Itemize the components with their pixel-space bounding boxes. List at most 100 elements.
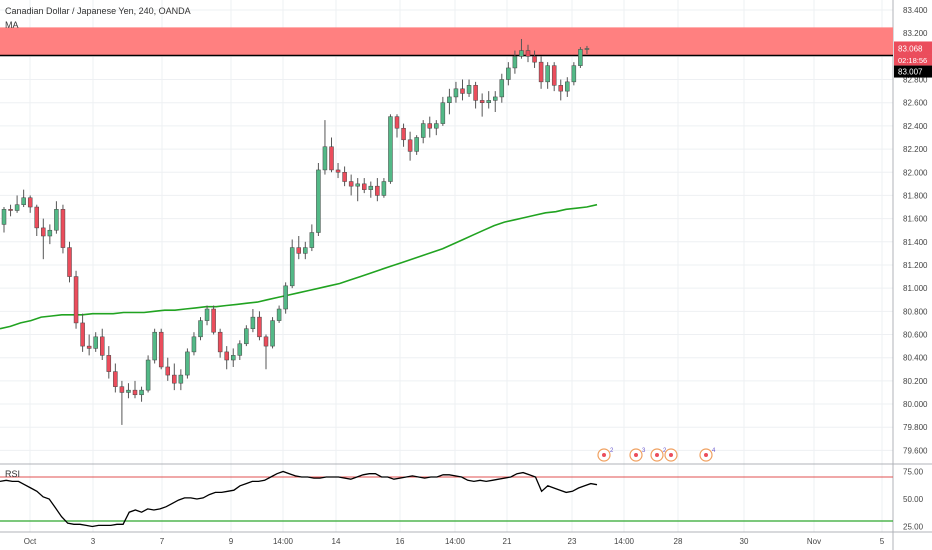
y-tick-label: 81.200 bbox=[903, 261, 928, 270]
candle bbox=[80, 313, 85, 352]
event-icon-dot bbox=[634, 453, 638, 457]
candle bbox=[499, 73, 505, 103]
candle bbox=[545, 62, 550, 89]
candle-body bbox=[414, 137, 419, 152]
candle bbox=[493, 91, 498, 112]
y-tick-label: 80.600 bbox=[903, 331, 928, 340]
candle-body bbox=[447, 96, 452, 103]
candle-body bbox=[375, 185, 380, 196]
candle-body bbox=[257, 316, 262, 338]
candle bbox=[86, 334, 92, 356]
candle-body bbox=[172, 374, 177, 384]
event-count: 4 bbox=[712, 448, 716, 454]
event-icon-dot bbox=[602, 453, 606, 457]
candle-body bbox=[237, 343, 243, 356]
x-tick-label: 23 bbox=[568, 537, 577, 546]
candles bbox=[1, 38, 590, 425]
y-tick-label: 81.600 bbox=[903, 215, 928, 224]
candle-body bbox=[93, 336, 98, 349]
candle bbox=[211, 305, 216, 335]
candle-body bbox=[532, 56, 537, 63]
candle bbox=[473, 81, 478, 109]
candle-body bbox=[368, 185, 374, 190]
candle bbox=[126, 383, 131, 399]
candle bbox=[519, 38, 524, 59]
candle bbox=[1, 207, 7, 233]
candle bbox=[329, 137, 334, 173]
resistance-zone bbox=[0, 27, 893, 57]
candle bbox=[388, 114, 393, 184]
x-tick-label: 30 bbox=[740, 537, 749, 546]
candle-body bbox=[309, 232, 315, 248]
rsi-line bbox=[0, 470, 598, 528]
x-tick-label: 14:00 bbox=[614, 537, 635, 546]
candle bbox=[8, 204, 13, 217]
candle bbox=[47, 224, 53, 245]
chart-title: Canadian Dollar / Japanese Yen, 240, OAN… bbox=[5, 6, 191, 16]
ma-series bbox=[0, 203, 598, 330]
y-tick-label: 80.200 bbox=[903, 377, 928, 386]
x-tick-label: 9 bbox=[229, 537, 234, 546]
candle-body bbox=[34, 206, 39, 229]
candle bbox=[21, 189, 26, 208]
x-tick-label: Oct bbox=[24, 537, 37, 546]
candle-body bbox=[100, 336, 105, 356]
y-tick-label: 83.200 bbox=[903, 29, 928, 38]
candle-body bbox=[244, 328, 249, 345]
x-tick-label: 5 bbox=[880, 537, 885, 546]
candle-body bbox=[145, 359, 151, 391]
current-price-label: 83.068 bbox=[898, 44, 923, 53]
candle bbox=[119, 380, 125, 425]
candle-body bbox=[224, 351, 229, 361]
candle bbox=[512, 50, 518, 74]
candle bbox=[368, 181, 374, 198]
candle bbox=[394, 114, 400, 138]
candle-body bbox=[47, 229, 53, 237]
candle-body bbox=[551, 65, 557, 86]
level-price-tag bbox=[894, 65, 932, 78]
candle-body bbox=[362, 183, 367, 190]
candle bbox=[263, 334, 269, 370]
candle bbox=[427, 116, 432, 138]
candle-body bbox=[434, 123, 439, 129]
rsi-tick-label: 75.00 bbox=[903, 468, 924, 477]
ma-indicator-label[interactable]: MA bbox=[5, 20, 19, 30]
event-count: 2 bbox=[663, 448, 667, 454]
candle-body bbox=[506, 67, 511, 80]
candle-body bbox=[355, 183, 360, 187]
candle bbox=[440, 96, 446, 126]
candle-body bbox=[165, 366, 170, 376]
candle bbox=[73, 270, 79, 329]
candle-body bbox=[191, 336, 197, 353]
candle bbox=[217, 328, 223, 358]
rsi-indicator-label[interactable]: RSI bbox=[5, 469, 21, 479]
candle-body bbox=[27, 197, 33, 208]
candle bbox=[486, 91, 491, 109]
candle-body bbox=[322, 146, 328, 171]
candle bbox=[538, 56, 544, 89]
countdown-label: 02:18:56 bbox=[898, 56, 927, 65]
candle-body bbox=[329, 146, 334, 171]
candle bbox=[54, 201, 59, 234]
candle-body bbox=[276, 308, 282, 321]
y-tick-label: 81.800 bbox=[903, 191, 928, 200]
event-count: 3 bbox=[642, 448, 646, 454]
candle-body bbox=[499, 79, 505, 98]
candle-body bbox=[1, 209, 7, 225]
candle-body bbox=[185, 351, 190, 376]
candle-body bbox=[54, 209, 59, 231]
time-axis: Oct 3 7 9 14:00 14 16 14:00 21 23 14:00 28 30 Nov 5 bbox=[24, 537, 885, 546]
y-tick-label: 83.400 bbox=[903, 6, 928, 15]
candle bbox=[532, 50, 537, 68]
candle bbox=[420, 120, 426, 144]
candle-body bbox=[60, 209, 66, 248]
candle-body bbox=[113, 371, 118, 387]
candle-body bbox=[538, 61, 544, 83]
candle bbox=[479, 93, 485, 117]
x-tick-label: 3 bbox=[91, 537, 96, 546]
candle-body bbox=[158, 331, 164, 368]
candle-body bbox=[348, 181, 354, 187]
candle-body bbox=[565, 81, 570, 92]
